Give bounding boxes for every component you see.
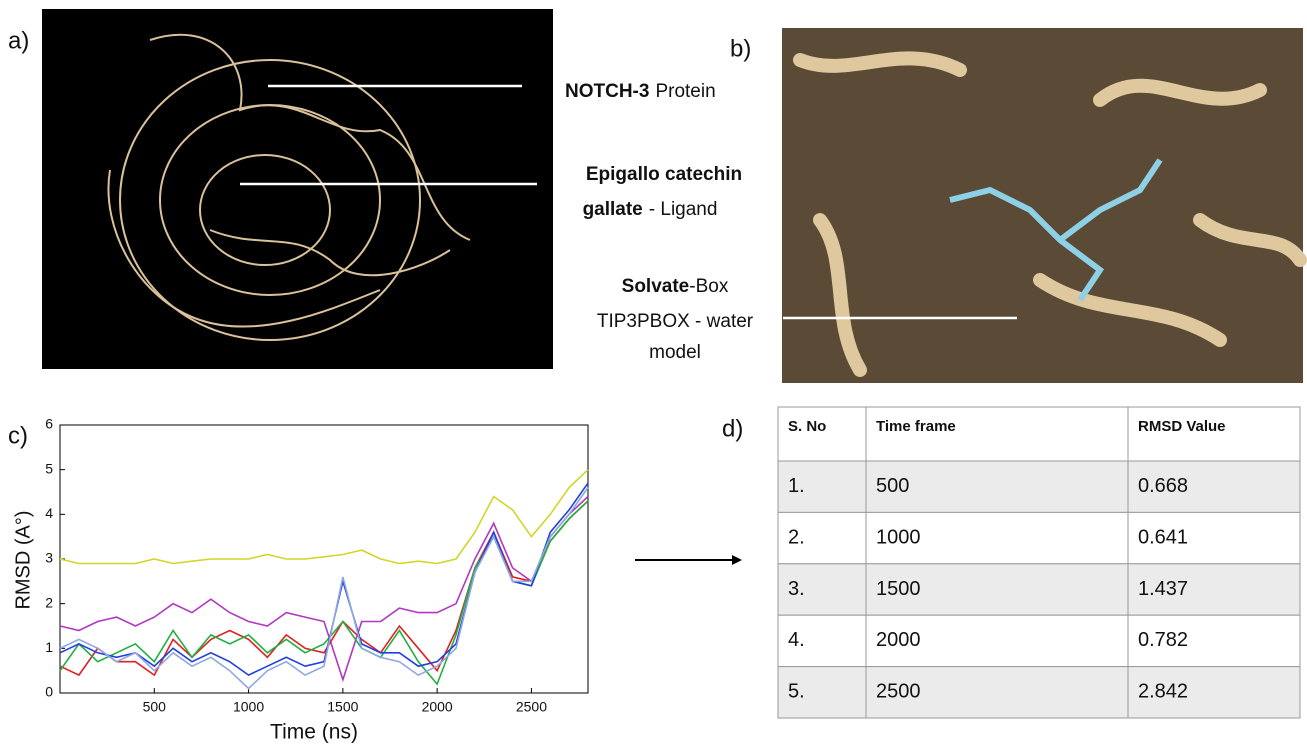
y-tick-label: 6 [45,416,53,432]
x-axis-label: Time (ns) [270,721,358,744]
panel-label: c) [8,422,28,449]
table-cell: 500 [876,475,909,497]
ligand-label: gallate - Ligand [583,199,718,220]
x-tick-label: 500 [143,699,167,715]
solvate-label: Solvate-Box [622,276,729,297]
table-cell: 2000 [876,629,921,651]
panel-label: b) [730,35,751,62]
table-cell: 0.641 [1138,526,1188,548]
y-tick-label: 0 [45,684,53,700]
header-cell: S. No [788,418,826,435]
table-cell: 1. [788,475,805,497]
table-row [778,615,1300,666]
protein-text: Protein [655,81,715,102]
table-cell: 2.842 [1138,681,1188,703]
rmsd-chart: 0 1 2 3 4 5 6 500 1000 1500 2000 2500 [45,416,588,715]
header-cell: RMSD Value [1138,418,1226,435]
table-row [778,667,1300,718]
table-cell: 0.782 [1138,629,1188,651]
y-tick-label: 5 [45,460,53,476]
ligand-text: - Ligand [649,199,718,220]
panel-label: d) [722,415,743,442]
table-cell: 1000 [876,526,921,548]
table-cell: 1500 [876,578,921,600]
table-cell: 4. [788,629,805,651]
y-axis-label: RMSD (A°) [12,510,34,609]
rmsd-table: S. No Time frame RMSD Value 1. 500 0.668 2. 100… [778,407,1300,718]
solvate-label: model [649,342,701,363]
y-tick-label: 2 [45,594,53,610]
protein-label: NOTCH-3 Protein [565,81,716,102]
table-cell: 1.437 [1138,578,1188,600]
figure: NOTCH-3 Protein Epigallo catechin gallate… [0,0,1307,746]
panel-label: a) [8,27,29,54]
table-cell: 2. [788,526,805,548]
ligand-name: gallate [583,199,643,220]
protein-name: NOTCH-3 [565,81,649,102]
header-cell: Time frame [876,418,956,435]
x-tick-label: 1000 [233,699,264,715]
arrow-head [732,555,742,565]
table-cell: 2500 [876,681,921,703]
ligand-label: Epigallo catechin [586,164,742,185]
table-cell: 0.668 [1138,475,1188,497]
table-cell: 5. [788,681,805,703]
x-tick-label: 2500 [516,699,547,715]
solvate-text: -Box [689,276,729,297]
x-tick-label: 1500 [327,699,358,715]
table-row [778,564,1300,615]
table-cell: 3. [788,578,805,600]
x-tick-label: 2000 [422,699,453,715]
solvate-name: Solvate [622,276,690,297]
solvate-label: TIP3PBOX - water [597,311,754,332]
table-row [778,512,1300,563]
y-tick-label: 1 [45,639,53,655]
y-tick-label: 3 [45,550,53,566]
y-tick-label: 4 [45,505,53,521]
solvate-image [782,28,1303,383]
table-row [778,461,1300,512]
